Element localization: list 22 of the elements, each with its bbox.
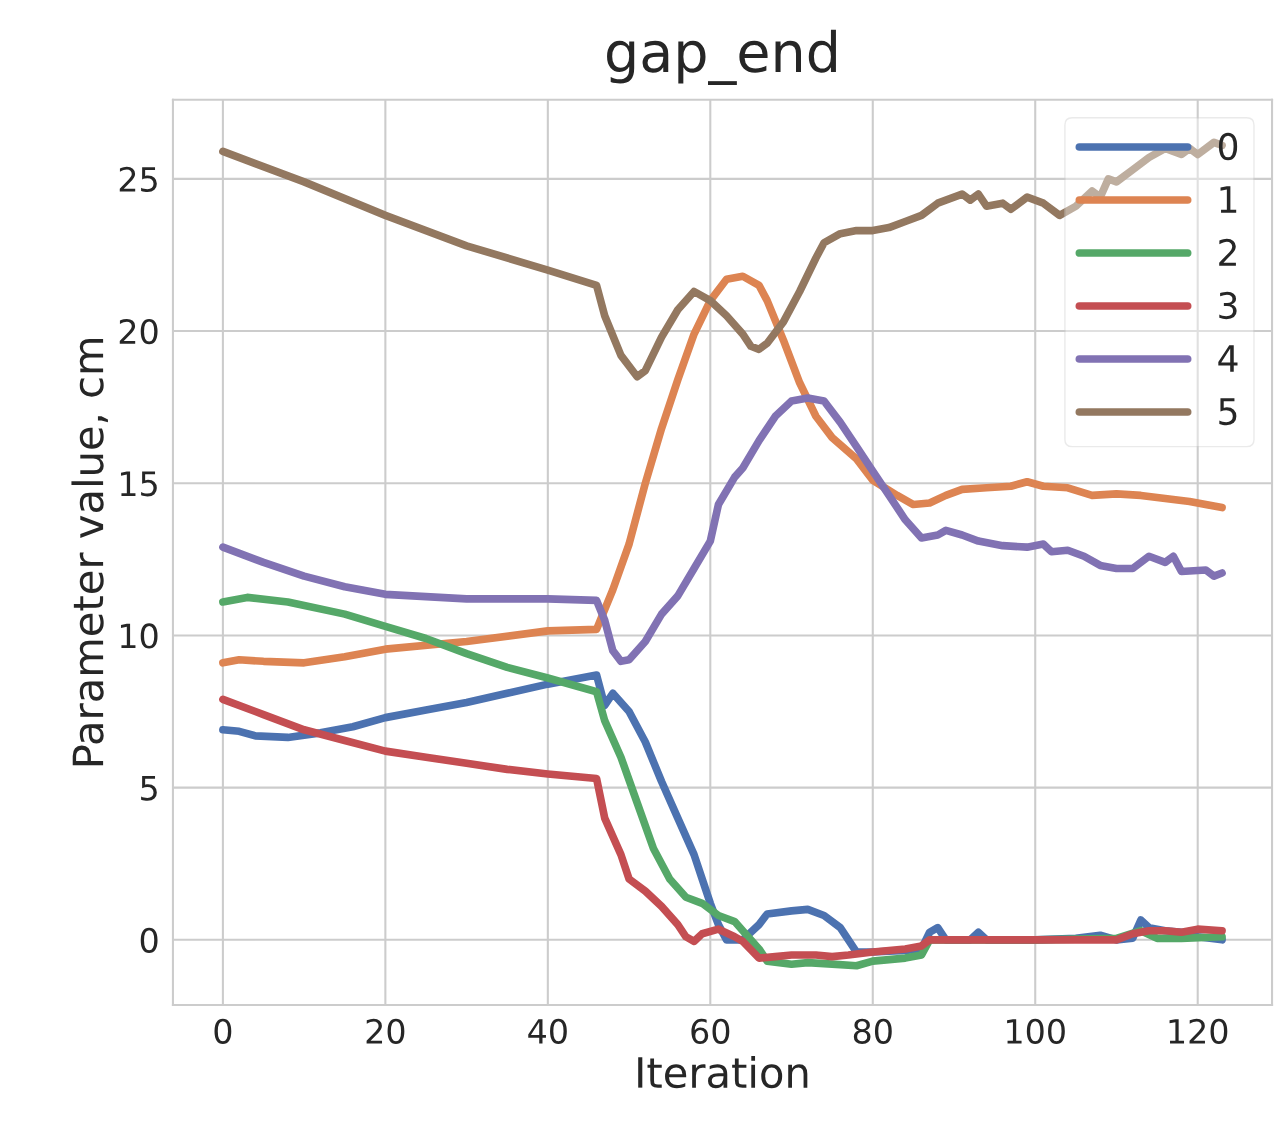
y-tick-label: 20 bbox=[119, 318, 158, 345]
x-tick-label: 60 bbox=[691, 1018, 730, 1044]
y-tick-label: 10 bbox=[120, 623, 158, 649]
x-tick-label: 100 bbox=[1007, 1018, 1065, 1044]
x-tick-label: 40 bbox=[528, 1018, 567, 1044]
legend-label: 0 bbox=[1218, 132, 1238, 161]
x-tick-label: 80 bbox=[853, 1018, 892, 1044]
legend-label: 2 bbox=[1219, 238, 1236, 266]
legend-label: 5 bbox=[1219, 398, 1237, 426]
legend-label: 4 bbox=[1218, 345, 1238, 372]
x-tick-label: 0 bbox=[214, 1018, 232, 1044]
y-tick-label: 15 bbox=[120, 471, 157, 497]
y-tick-label: 25 bbox=[119, 166, 157, 192]
y-axis-title: Parameter value, cm bbox=[71, 338, 108, 766]
x-tick-label: 120 bbox=[1169, 1018, 1228, 1044]
chart-title: gap_end bbox=[607, 29, 836, 86]
y-tick-label: 0 bbox=[140, 927, 158, 953]
x-axis-title: Iteration bbox=[638, 1055, 808, 1089]
y-tick-label: 5 bbox=[141, 776, 157, 801]
legend-label: 3 bbox=[1219, 291, 1237, 320]
legend-label: 1 bbox=[1220, 186, 1237, 213]
x-tick-label: 20 bbox=[366, 1018, 405, 1044]
